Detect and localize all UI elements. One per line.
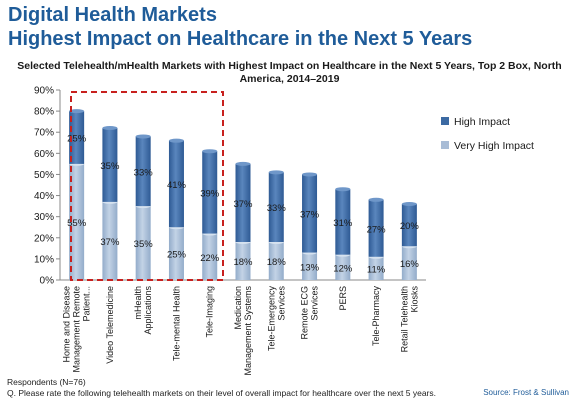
category-label: Services — [310, 286, 320, 321]
y-tick-label: 60% — [34, 149, 54, 160]
title-line-1: Digital Health Markets — [8, 4, 217, 26]
bar-top-cap — [168, 138, 184, 143]
category-label: Kiosks — [409, 286, 419, 313]
bar-very-high-impact — [135, 206, 151, 280]
data-label-very-high-impact: 13% — [300, 262, 320, 273]
data-label-very-high-impact: 22% — [200, 253, 220, 264]
bar-top-cap — [335, 187, 351, 192]
bar-top-cap — [401, 202, 417, 206]
bar-high-impact — [102, 128, 118, 202]
category-label: Patient... — [82, 286, 92, 322]
data-label-high-impact: 27% — [367, 224, 387, 235]
y-tick-label: 40% — [34, 191, 54, 202]
y-tick-label: 90% — [34, 86, 54, 97]
data-label-high-impact: 33% — [267, 203, 287, 214]
bar-top-cap — [268, 170, 284, 175]
category-label: Management Systems — [243, 286, 253, 376]
y-tick-label: 30% — [34, 212, 54, 223]
data-label-very-high-impact: 11% — [367, 264, 386, 275]
bar-top-cap — [135, 134, 151, 139]
data-label-high-impact: 35% — [100, 161, 120, 172]
category-label: Tele-Imaging — [205, 286, 215, 338]
y-tick-label: 70% — [34, 128, 54, 139]
data-label-high-impact: 39% — [200, 188, 220, 199]
data-label-very-high-impact: 55% — [67, 218, 87, 229]
bar-very-high-impact — [202, 233, 218, 280]
legend-label: High Impact — [454, 116, 510, 128]
bar-very-high-impact — [268, 242, 284, 280]
y-tick-label: 10% — [34, 254, 54, 265]
chart-title: Selected Telehealth/mHealth Markets with… — [17, 60, 562, 85]
bar-very-high-impact — [235, 242, 251, 280]
y-tick-label: 50% — [34, 170, 54, 181]
category-label: Services — [276, 286, 286, 321]
data-label-high-impact: 37% — [233, 199, 253, 210]
data-label-very-high-impact: 18% — [267, 257, 287, 268]
data-label-very-high-impact: 37% — [100, 237, 120, 248]
bar-top-cap — [69, 109, 85, 114]
bar-high-impact — [401, 204, 417, 247]
bar-high-impact — [335, 189, 351, 255]
title-line-2: Highest Impact on Healthcare in the Next… — [8, 28, 473, 50]
legend-label: Very High Impact — [454, 140, 534, 152]
data-label-high-impact: 20% — [400, 221, 420, 232]
bar-top-cap — [102, 126, 118, 130]
data-label-high-impact: 33% — [134, 167, 154, 178]
category-label: Video Telemedicine — [105, 286, 115, 364]
bar-very-high-impact — [102, 201, 118, 280]
category-label: Remote ECG — [300, 286, 310, 340]
category-label: Management Remote — [72, 286, 82, 373]
slide-title: Digital Health Markets Highest Impact on… — [8, 3, 472, 51]
bar-high-impact — [135, 136, 151, 207]
bar-very-high-impact — [69, 163, 85, 280]
source-note: Source: Frost & Sullivan — [483, 388, 569, 397]
bar-high-impact — [235, 163, 251, 242]
data-label-high-impact: 41% — [167, 180, 187, 191]
bar-high-impact — [268, 172, 284, 242]
category-label: Tele-mental Health — [171, 286, 181, 361]
question-note: Q. Please rate the following telehealth … — [7, 388, 437, 398]
bar-very-high-impact — [168, 227, 184, 280]
bar-very-high-impact — [302, 252, 318, 280]
category-label: PERS — [338, 286, 348, 311]
respondents-note: Respondents (N=76) — [7, 377, 86, 387]
category-label: Home and Disease — [62, 286, 72, 363]
y-tick-label: 80% — [34, 107, 54, 118]
legend-swatch — [441, 117, 449, 125]
bar-top-cap — [235, 161, 251, 166]
category-label: Tele-Emergency — [266, 286, 276, 352]
data-label-very-high-impact: 18% — [233, 257, 253, 268]
bar-very-high-impact — [401, 246, 417, 280]
bar-high-impact — [202, 151, 218, 234]
y-tick-label: 0% — [40, 276, 55, 287]
bar-high-impact — [368, 199, 384, 257]
category-label: mHealth — [133, 286, 143, 320]
category-label: Retail Telehealth — [399, 286, 409, 352]
category-label: Applications — [143, 286, 153, 335]
category-label: Medication — [233, 286, 243, 330]
bar-top-cap — [302, 172, 318, 177]
bar-high-impact — [69, 111, 85, 164]
highlight-box — [70, 91, 224, 281]
data-label-high-impact: 37% — [300, 210, 320, 221]
bar-top-cap — [202, 149, 218, 154]
bar-top-cap — [368, 197, 384, 202]
bar-very-high-impact — [368, 256, 384, 280]
data-label-very-high-impact: 12% — [333, 263, 353, 274]
bar-high-impact — [302, 174, 318, 253]
category-label: Tele-Pharmacy — [371, 286, 381, 347]
legend-swatch — [441, 141, 449, 149]
bar-very-high-impact — [335, 254, 351, 280]
data-label-very-high-impact: 16% — [400, 259, 420, 270]
bar-high-impact — [168, 140, 184, 228]
data-label-high-impact: 25% — [67, 134, 87, 145]
data-label-high-impact: 31% — [333, 218, 353, 229]
y-tick-label: 20% — [34, 233, 54, 244]
data-label-very-high-impact: 25% — [167, 250, 187, 261]
data-label-very-high-impact: 35% — [134, 239, 154, 250]
